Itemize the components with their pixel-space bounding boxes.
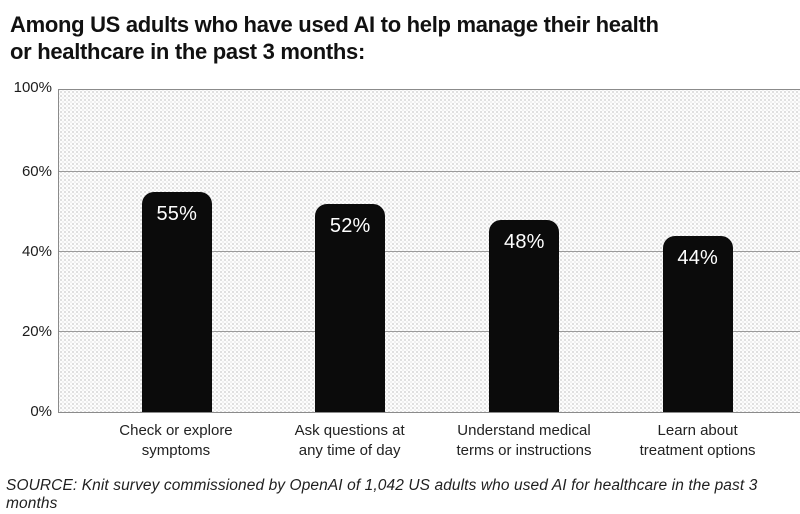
x-axis-category-label: Learn about treatment options (639, 422, 756, 460)
bar-value-label: 52% (329, 215, 371, 237)
bar-1: 55% (141, 192, 212, 412)
gridline-40pct (59, 251, 800, 252)
x-axis: Check or explore symptoms Ask questions a… (58, 419, 800, 471)
bar-value-label: 48% (504, 231, 545, 253)
y-axis-tick-label: 0% (30, 403, 52, 420)
gridline-20pct (59, 331, 800, 332)
gridline-60pct (59, 171, 800, 172)
bar-4: 44% (662, 236, 733, 412)
chart-title-line-2: or healthcare in the past 3 months: (10, 39, 366, 65)
x-axis-category-label: Check or explore symptoms (119, 422, 233, 460)
y-axis-tick-label: 20% (21, 323, 52, 340)
chart-title: Among US adults who have used AI to help… (10, 11, 659, 66)
bar-chart: 55% 52% 48% 44% 0% 20% 40% 60% 100% (0, 80, 800, 420)
source-note: SOURCE: Knit survey commissioned by Open… (6, 477, 758, 512)
bar-value-label: 55% (156, 203, 198, 225)
chart-title-line-1: Among US adults who have used AI to help… (10, 12, 659, 37)
x-axis-category-label: Ask questions at any time of day (294, 422, 405, 460)
x-axis-category-label: Understand medical terms or instructions (456, 422, 592, 460)
y-axis-tick-label: 60% (21, 163, 52, 180)
plot-area: 55% 52% 48% 44% (58, 89, 800, 413)
bar-2: 52% (315, 204, 386, 412)
y-axis-tick-label: 40% (21, 243, 52, 260)
bar-value-label: 44% (677, 247, 719, 269)
bar-3: 48% (489, 220, 560, 412)
y-axis-tick-label: 100% (13, 79, 52, 96)
